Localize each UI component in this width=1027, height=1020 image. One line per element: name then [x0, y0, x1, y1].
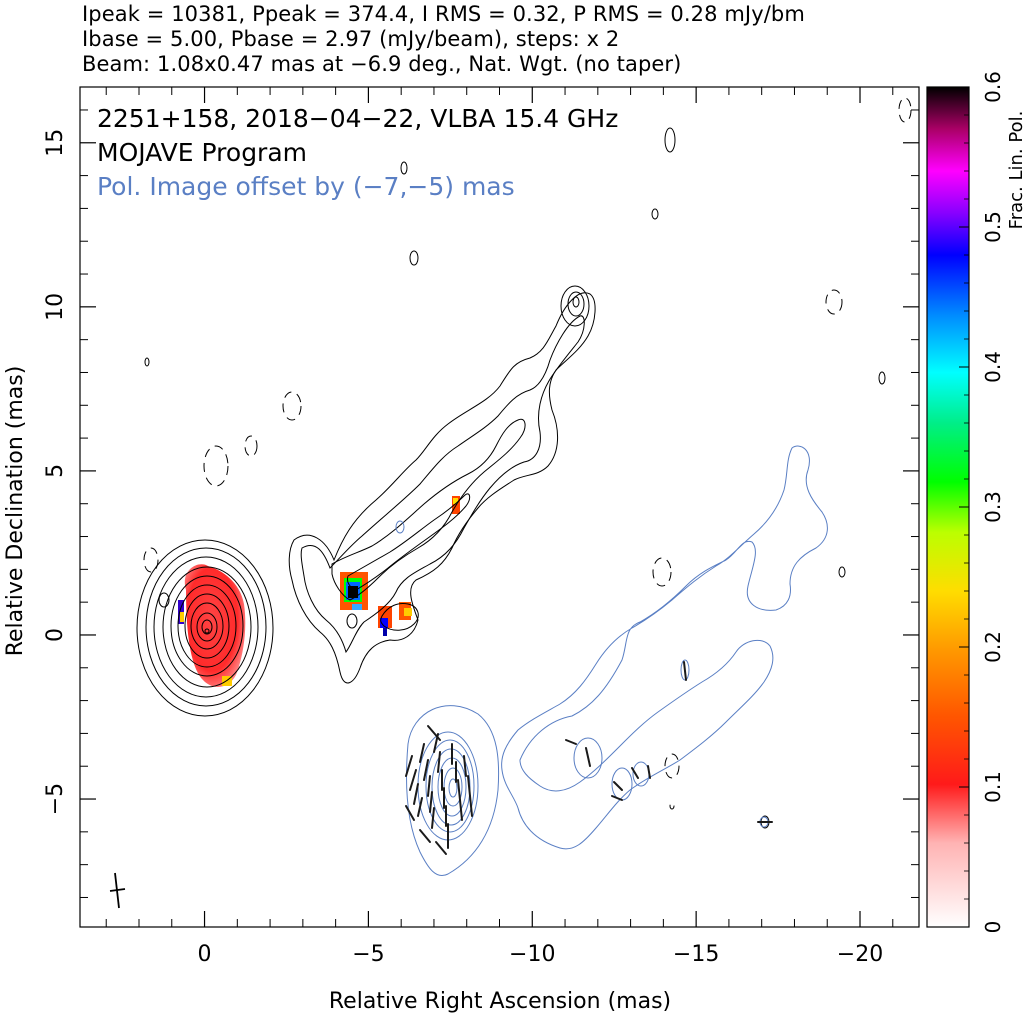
stokes-i-contours	[136, 127, 886, 829]
beam-marker	[109, 872, 126, 909]
y-axis-label: Relative Declination (mas)	[3, 366, 28, 657]
y-tick-label: 0	[43, 628, 68, 642]
x-tick-label: −5	[352, 942, 384, 967]
negative-contours	[143, 97, 912, 810]
y-tick-label: 5	[43, 464, 68, 478]
x-tick-label: 0	[198, 942, 212, 967]
y-tick-label: 10	[43, 293, 68, 321]
program-annotation: MOJAVE Program	[97, 138, 307, 167]
colorbar-tick-label: 0.6	[981, 71, 1005, 103]
header-line-1: Ipeak = 10381, Ppeak = 374.4, I RMS = 0.…	[82, 2, 805, 26]
y-axis-ticks: −5 0 5 10 15	[43, 109, 919, 898]
fractional-pol-overlay	[178, 496, 460, 687]
colorbar-label: Frac. Lin. Pol.	[1006, 111, 1027, 230]
x-axis-ticks: 0 −5 −10 −15 −20	[105, 87, 894, 967]
colorbar-ticks: 0 0.1 0.2 0.3 0.4 0.5 0.6	[959, 71, 1005, 933]
colorbar-tick-label: 0.2	[981, 631, 1005, 663]
x-tick-label: −15	[673, 942, 719, 967]
y-tick-label: −5	[43, 783, 68, 815]
evpa-vectors	[405, 661, 773, 855]
x-axis-label: Relative Right Ascension (mas)	[329, 989, 671, 1014]
y-tick-label: 15	[43, 129, 68, 157]
header-line-3: Beam: 1.08x0.47 mas at −6.9 deg., Nat. W…	[82, 52, 682, 76]
colorbar-tick-label: 0	[981, 921, 1005, 934]
colorbar-tick-label: 0.3	[981, 491, 1005, 523]
colorbar-tick-label: 0.4	[981, 351, 1005, 383]
offset-annotation: Pol. Image offset by (−7,−5) mas	[97, 172, 515, 201]
header-line-2: Ibase = 5.00, Pbase = 2.97 (mJy/beam), s…	[82, 27, 620, 51]
x-tick-label: −10	[509, 942, 555, 967]
source-annotation: 2251+158, 2018−04−22, VLBA 15.4 GHz	[97, 104, 618, 133]
colorbar-tick-label: 0.1	[981, 771, 1005, 803]
colorbar-tick-label: 0.5	[981, 211, 1005, 243]
x-tick-label: −20	[837, 942, 883, 967]
plot-frame	[79, 86, 920, 928]
